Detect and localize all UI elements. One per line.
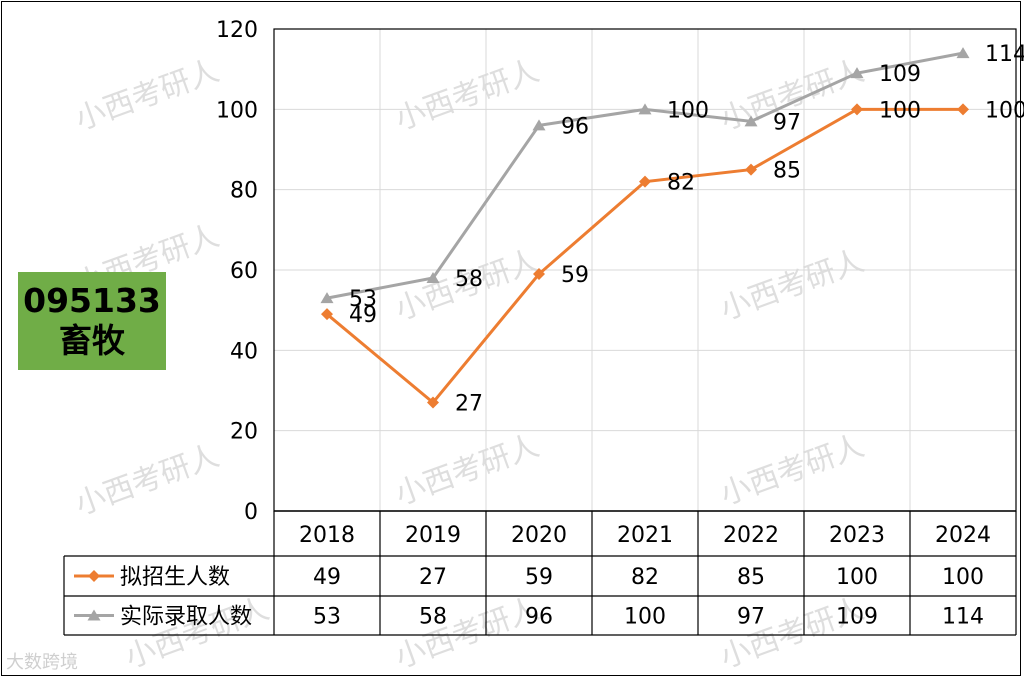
y-tick-label: 40 [230, 339, 258, 364]
watermark-text: 小西考研人 [391, 591, 544, 675]
data-label: 100 [985, 98, 1024, 123]
data-label: 100 [667, 98, 709, 123]
y-axis-ticks: 0 20 40 60 80 100 120 [216, 18, 258, 525]
data-label: 109 [879, 62, 921, 87]
x-tick-label: 2019 [405, 523, 461, 548]
y-tick-label: 80 [230, 179, 258, 204]
data-point [638, 103, 652, 115]
table-cell: 96 [525, 605, 553, 630]
watermark-text: 小西考研人 [716, 428, 869, 512]
table-cell: 97 [737, 605, 765, 630]
series-line [326, 51, 964, 300]
data-point [744, 115, 758, 127]
y-tick-label: 60 [230, 259, 258, 284]
data-labels: 53 58 96 100 97 109 114 49 27 59 82 85 100 100 [349, 42, 1024, 416]
data-point [532, 119, 546, 131]
table-cell: 100 [942, 565, 984, 590]
data-point [850, 67, 864, 79]
watermark-text: 小西考研人 [71, 438, 224, 522]
y-tick-label: 100 [216, 98, 258, 123]
data-point [957, 103, 969, 116]
table-row-label: 实际录取人数 [120, 605, 252, 630]
table-cell: 85 [737, 565, 765, 590]
table-cell: 100 [836, 565, 878, 590]
table-cell: 82 [631, 565, 659, 590]
watermark-text: 小西考研人 [716, 243, 869, 327]
data-table: 2018 2019 2020 2021 2022 2023 2024 拟招生人数 49 27 59 8… [63, 510, 1017, 636]
table-cell: 58 [419, 605, 447, 630]
y-tick-label: 120 [216, 18, 258, 43]
brand-watermark: 大数跨境 [6, 652, 78, 673]
data-point [426, 272, 440, 284]
table-cell: 109 [836, 605, 878, 630]
program-name: 畜牧 [59, 321, 125, 360]
data-point [851, 103, 863, 116]
data-label: 59 [561, 263, 589, 288]
data-label: 114 [985, 42, 1024, 67]
x-tick-label: 2021 [617, 523, 673, 548]
series-line [326, 107, 963, 405]
program-badge: 095133 畜牧 [18, 272, 166, 370]
data-point [956, 47, 970, 59]
watermark-text: 小西考研人 [71, 53, 224, 137]
x-tick-label: 2022 [723, 523, 779, 548]
program-code: 095133 [23, 281, 161, 320]
data-point [533, 268, 545, 281]
table-cell: 53 [313, 605, 341, 630]
data-label: 82 [667, 171, 695, 196]
data-point [639, 175, 651, 188]
watermark-text: 小西考研人 [391, 428, 544, 512]
legend-marker [88, 570, 100, 582]
table-cell: 114 [942, 605, 984, 630]
x-tick-label: 2024 [935, 523, 991, 548]
table-cell: 27 [419, 565, 447, 590]
y-tick-label: 20 [230, 420, 258, 445]
data-point [321, 308, 333, 321]
data-label: 53 [349, 287, 377, 312]
x-tick-label: 2020 [511, 523, 567, 548]
data-point [745, 163, 757, 176]
x-tick-label: 2023 [829, 523, 885, 548]
table-cell: 100 [624, 605, 666, 630]
data-label: 97 [773, 110, 801, 135]
data-label: 58 [455, 267, 483, 292]
table-row-label: 拟招生人数 [120, 565, 230, 590]
data-label: 96 [561, 114, 589, 139]
data-label: 100 [879, 98, 921, 123]
data-point [320, 292, 334, 304]
data-point [427, 396, 439, 409]
chart-series [320, 47, 970, 409]
data-label: 49 [349, 303, 377, 328]
y-tick-label: 0 [244, 500, 258, 525]
table-cell: 49 [313, 565, 341, 590]
legend-marker [87, 609, 101, 621]
table-cell: 59 [525, 565, 553, 590]
watermark-text: 小西考研人 [391, 53, 544, 137]
data-label: 85 [773, 159, 801, 184]
data-label: 27 [455, 392, 483, 417]
x-tick-label: 2018 [299, 523, 355, 548]
